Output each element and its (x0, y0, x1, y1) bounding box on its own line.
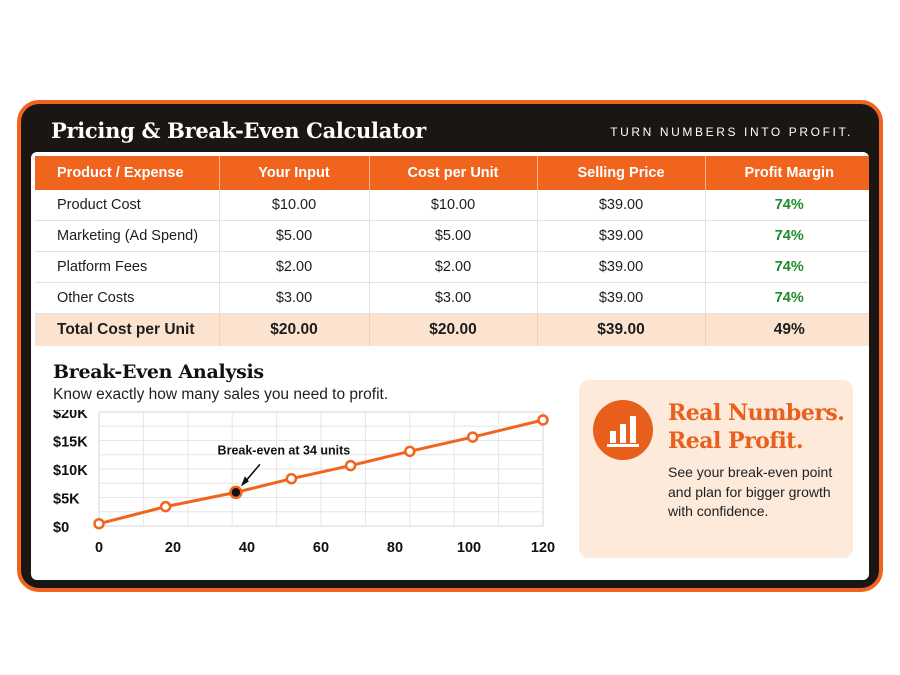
your-input-value[interactable]: $5.00 (219, 220, 370, 252)
column-header-profit-margin: Profit Margin (705, 156, 869, 190)
total-cost-per-unit: $20.00 (369, 313, 538, 346)
y-tick-label: $10K (53, 463, 88, 479)
total-label: Total Cost per Unit (35, 313, 220, 346)
total-selling-price: $39.00 (537, 313, 706, 346)
x-tick-label: 40 (239, 540, 255, 556)
x-tick-label: 100 (457, 540, 481, 556)
y-tick-label: $20K (53, 410, 88, 422)
annotation-arrow-head (240, 476, 249, 487)
data-point (404, 445, 416, 458)
y-tick-label: $15K (53, 435, 88, 451)
data-point (285, 472, 298, 485)
your-input-value[interactable]: $10.00 (219, 190, 370, 221)
data-point (344, 459, 357, 472)
tagline: TURN NUMBERS INTO PROFIT. (610, 125, 853, 139)
selling-price-value: $39.00 (537, 251, 706, 283)
x-tick-label: 0 (95, 540, 103, 556)
breakeven-point (229, 485, 243, 500)
callout-headline-line-1: Real Numbers. (668, 400, 845, 426)
row-label: Platform Fees (35, 251, 220, 283)
breakeven-subtitle: Know exactly how many sales you need to … (53, 386, 389, 403)
cost-per-unit-value: $5.00 (369, 220, 538, 252)
profit-margin-value: 74% (705, 251, 869, 283)
selling-price-value: $39.00 (537, 190, 706, 221)
column-header-product-expense: Product / Expense (35, 156, 220, 190)
cost-per-unit-value: $3.00 (369, 282, 538, 314)
data-point (159, 500, 172, 513)
column-header-selling-price: Selling Price (537, 156, 706, 190)
callout-headline: Real Numbers. Real Profit. (668, 399, 845, 455)
breakeven-annotation: Break-even at 34 units (218, 443, 351, 457)
profit-margin-value: 74% (705, 282, 869, 314)
total-profit-margin: 49% (705, 313, 869, 346)
selling-price-value: $39.00 (537, 282, 706, 314)
column-header-your-input: Your Input (219, 156, 370, 190)
data-point (466, 431, 479, 443)
data-point (537, 414, 549, 426)
x-tick-label: 80 (387, 540, 403, 556)
table-row: Marketing (Ad Spend) $5.00 $5.00 $39.00 … (35, 220, 869, 252)
x-tick-label: 20 (165, 540, 181, 556)
breakeven-title: Break-Even Analysis (53, 361, 264, 383)
pricing-table: Product / Expense Your Input Cost per Un… (35, 156, 869, 346)
page-title: Pricing & Break-Even Calculator (51, 118, 426, 143)
column-header-cost-per-unit: Cost per Unit (369, 156, 538, 190)
callout-headline-line-2: Real Profit. (668, 428, 804, 454)
row-label: Product Cost (35, 190, 220, 221)
your-input-value[interactable]: $3.00 (219, 282, 370, 314)
cost-per-unit-value: $2.00 (369, 251, 538, 283)
x-tick-label: 60 (313, 540, 329, 556)
table-row: Platform Fees $2.00 $2.00 $39.00 74% (35, 251, 869, 283)
x-tick-label: 120 (531, 540, 555, 556)
total-your-input: $20.00 (219, 313, 370, 346)
callout-body: See your break-even point and plan for b… (668, 464, 833, 519)
y-tick-label: $0 (53, 520, 69, 536)
table-row: Product Cost $10.00 $10.00 $39.00 74% (35, 190, 869, 221)
bar-chart-icon (593, 400, 653, 460)
series-line (98, 418, 544, 526)
total-row: Total Cost per Unit $20.00 $20.00 $39.00… (35, 313, 869, 346)
content-panel: Product / Expense Your Input Cost per Un… (31, 152, 869, 580)
selling-price-value: $39.00 (537, 220, 706, 252)
row-label: Marketing (Ad Spend) (35, 220, 220, 252)
row-label: Other Costs (35, 282, 220, 314)
profit-margin-value: 74% (705, 220, 869, 252)
table-row: Other Costs $3.00 $3.00 $39.00 74% (35, 282, 869, 314)
breakeven-chart: $0 $5K $10K $15K $20K 0 20 40 60 80 100 120 Break-ev… (53, 410, 555, 556)
table-header-row: Product / Expense Your Input Cost per Un… (35, 156, 869, 190)
callout-card: Real Numbers. Real Profit. See your brea… (579, 380, 853, 558)
cost-per-unit-value: $10.00 (369, 190, 538, 221)
data-point (93, 517, 105, 530)
calculator-window: Pricing & Break-Even Calculator TURN NUM… (17, 100, 883, 592)
your-input-value[interactable]: $2.00 (219, 251, 370, 283)
y-tick-label: $5K (53, 492, 80, 508)
profit-margin-value: 74% (705, 190, 869, 221)
